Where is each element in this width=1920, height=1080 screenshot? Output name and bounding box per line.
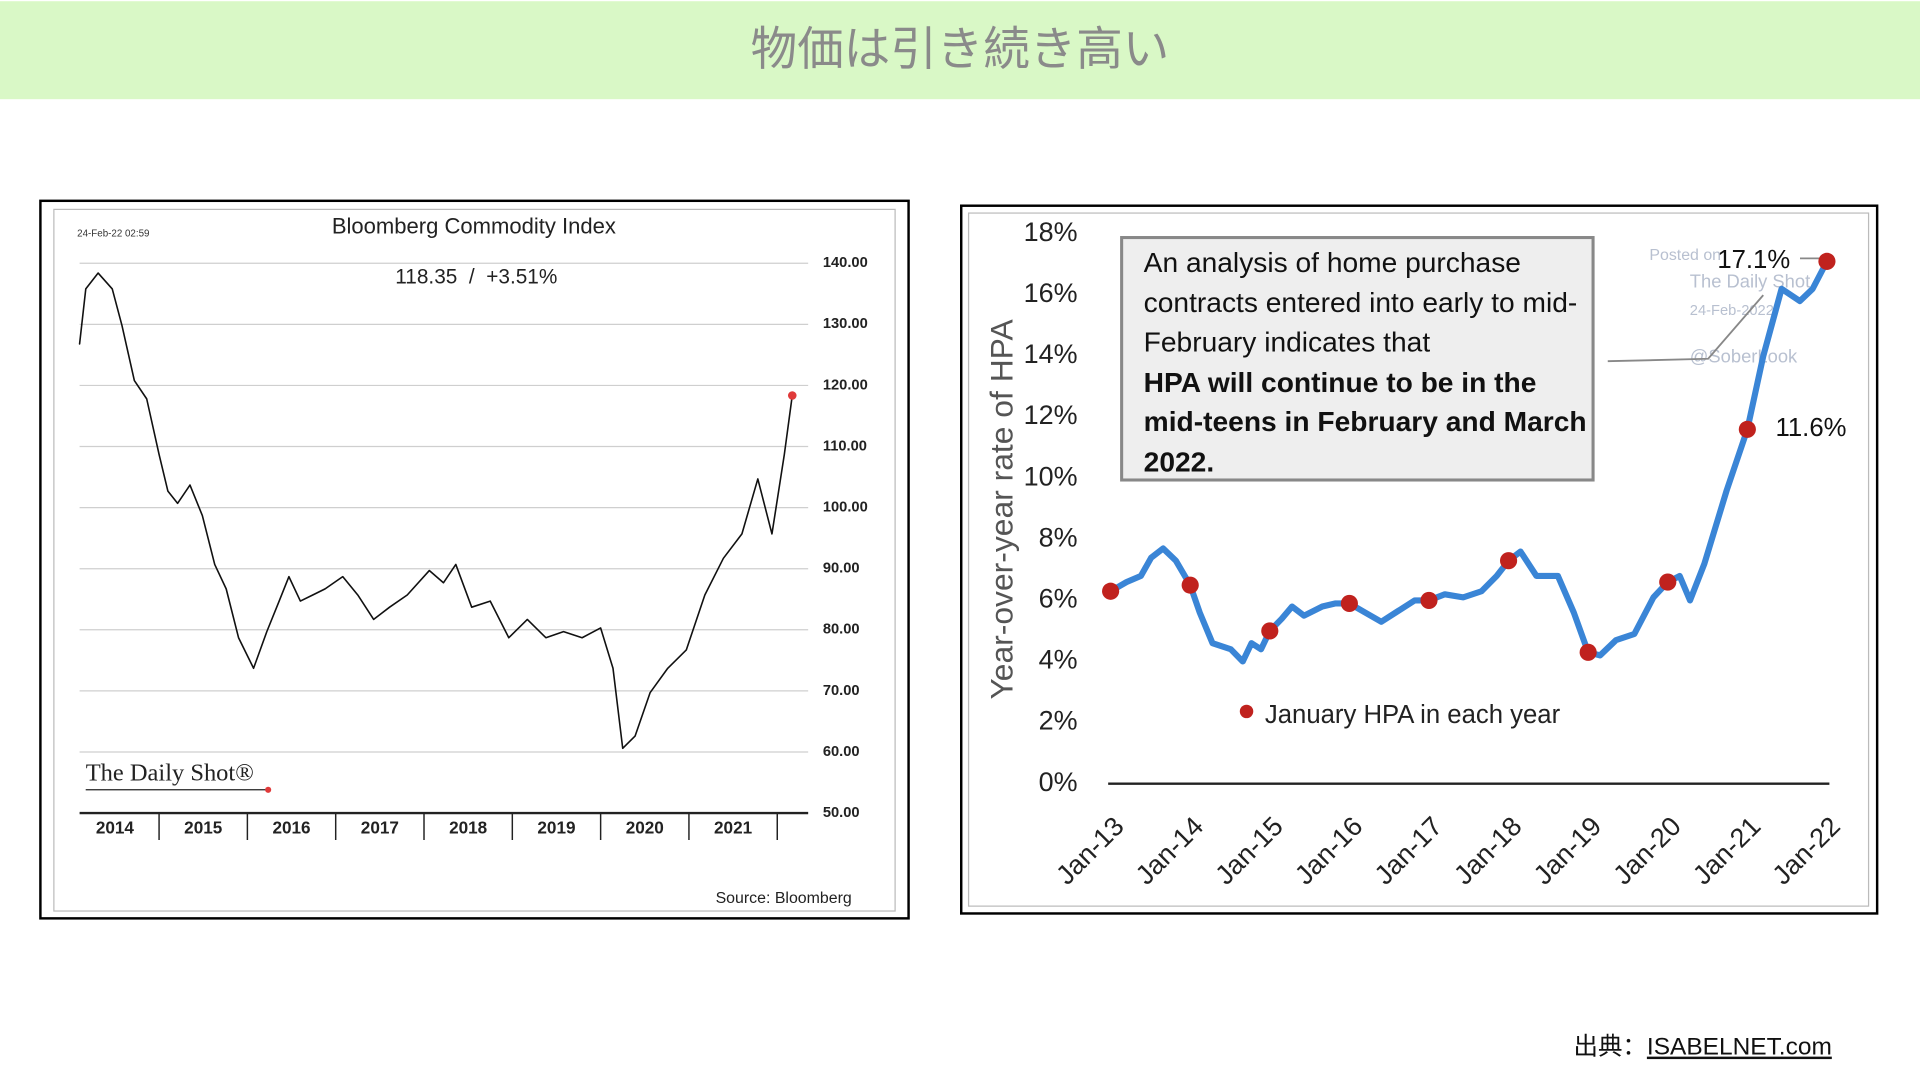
timestamp: 24-Feb-22 02:59 bbox=[77, 228, 149, 239]
last-point bbox=[787, 391, 797, 400]
series-line bbox=[78, 272, 794, 750]
y-tick-label: 50.00 bbox=[823, 805, 860, 821]
marker bbox=[1102, 582, 1120, 600]
x-tick-label: 2015 bbox=[184, 818, 223, 838]
source-link[interactable]: ISABELNET.com bbox=[1647, 1034, 1832, 1061]
y-tick-label: 2% bbox=[1039, 706, 1078, 736]
slide-title: 物価は引き続き高い bbox=[751, 23, 1170, 75]
annotation: An analysis of home purchase contracts e… bbox=[1144, 242, 1587, 480]
y-tick-label: 130.00 bbox=[823, 316, 868, 332]
watermark: 24-Feb-2022 bbox=[1690, 303, 1774, 319]
watermark: @SoberLook bbox=[1690, 345, 1798, 366]
y-tick-label: 80.00 bbox=[823, 622, 860, 638]
source-label: 出典： bbox=[1573, 1033, 1646, 1061]
x-tick-label: 2017 bbox=[361, 818, 399, 838]
y-tick-label: 14% bbox=[1024, 339, 1078, 369]
header-band bbox=[0, 1, 1920, 100]
marker bbox=[1420, 591, 1438, 609]
y-tick-label: 110.00 bbox=[823, 438, 867, 454]
x-tick-label: 2014 bbox=[96, 818, 135, 838]
annotation-box bbox=[1120, 236, 1595, 482]
marker bbox=[1181, 576, 1199, 594]
legend-marker bbox=[1239, 704, 1254, 719]
marker bbox=[1340, 594, 1358, 613]
y-tick-label: 8% bbox=[1039, 522, 1078, 552]
y-tick-label: 16% bbox=[1024, 278, 1078, 308]
logo-dot bbox=[265, 786, 272, 793]
y-tick-label: 6% bbox=[1039, 584, 1078, 614]
y-tick-label: 60.00 bbox=[823, 744, 860, 760]
y-tick-label: 70.00 bbox=[823, 683, 860, 699]
x-tick-label: 2021 bbox=[714, 818, 753, 838]
legend-label: January HPA in each year bbox=[1265, 701, 1561, 729]
y-tick-label: 12% bbox=[1024, 400, 1078, 430]
value-label: 11.6% bbox=[1776, 414, 1847, 442]
annotation-leader bbox=[1607, 294, 1764, 363]
y-tick-label: 0% bbox=[1039, 767, 1078, 797]
x-tick-label: 2019 bbox=[537, 818, 575, 838]
marker bbox=[1738, 420, 1756, 438]
y-tick-label: 140.00 bbox=[823, 255, 868, 271]
y-tick-label: 90.00 bbox=[823, 561, 860, 577]
marker bbox=[1261, 622, 1279, 640]
value-label: 17.1% bbox=[1717, 246, 1790, 274]
marker bbox=[1818, 252, 1836, 270]
y-tick-label: 120.00 bbox=[823, 377, 868, 393]
annotation-bold: HPA will continue to be in the mid-teens… bbox=[1143, 365, 1587, 477]
left-inner-frame bbox=[53, 208, 896, 912]
y-tick-label: 10% bbox=[1024, 461, 1078, 491]
y-tick-label: 18% bbox=[1024, 217, 1078, 247]
marker bbox=[1579, 643, 1597, 661]
logo: The Daily Shot® bbox=[86, 760, 254, 787]
marker bbox=[1500, 552, 1518, 570]
y-axis-title: Year-over-year rate of HPA bbox=[983, 318, 1019, 699]
y-tick-label: 4% bbox=[1039, 645, 1078, 675]
chart-title: Bloomberg Commodity Index bbox=[332, 214, 616, 239]
watermark: Posted on bbox=[1649, 247, 1721, 264]
x-tick-label: 2018 bbox=[449, 818, 487, 838]
x-tick-label: 2020 bbox=[626, 818, 664, 838]
marker bbox=[1659, 573, 1677, 591]
chart-source: Source: Bloomberg bbox=[716, 890, 852, 907]
y-tick-label: 100.00 bbox=[823, 499, 868, 515]
annotation-text: An analysis of home purchase contracts e… bbox=[1144, 242, 1587, 480]
annotation-plain: An analysis of home purchase contracts e… bbox=[1143, 246, 1578, 358]
x-tick-label: 2016 bbox=[272, 818, 310, 838]
chart-subtitle: 118.35 / +3.51% bbox=[395, 265, 557, 288]
